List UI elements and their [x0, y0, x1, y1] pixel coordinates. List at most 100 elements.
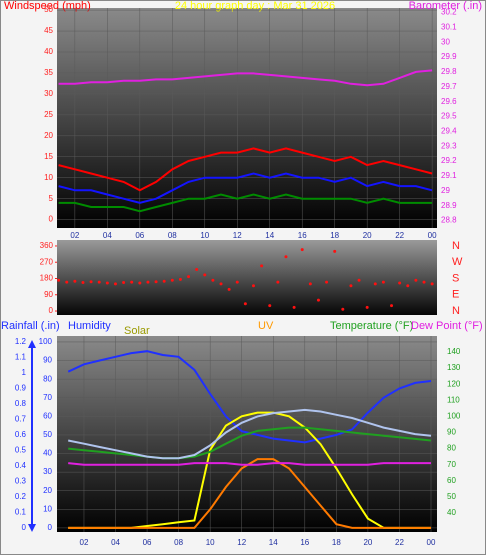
point	[406, 284, 410, 288]
y2-tick-label: W	[452, 256, 463, 268]
y2-tick-label: 29.2	[441, 156, 457, 165]
y-tick-label: 180	[40, 274, 54, 283]
x-tick-label: 00	[427, 538, 436, 547]
rain-axis-title: Rainfall (.in)	[1, 320, 60, 332]
y-tick-label: 0	[49, 215, 54, 224]
y3-tick-label: 1.1	[15, 353, 27, 362]
legend-label: Humidity	[68, 320, 111, 332]
y2-tick-label: 80	[447, 444, 456, 453]
point	[65, 280, 69, 284]
y2-tick-label: 70	[447, 460, 456, 469]
plot-area	[57, 8, 437, 228]
series-line	[68, 408, 432, 460]
point	[316, 298, 320, 302]
point	[146, 280, 150, 284]
point	[113, 282, 117, 286]
y3-tick-label: 1	[22, 368, 27, 377]
point	[381, 280, 385, 284]
y2-tick-label: N	[452, 240, 460, 252]
y2-tick-label: 29	[441, 186, 450, 195]
point	[414, 278, 418, 282]
y-tick-label: 40	[43, 449, 52, 458]
y2-tick-label: E	[452, 289, 459, 301]
y2-tick-label: 29.3	[441, 141, 457, 150]
y3-tick-label: 0.4	[15, 461, 27, 470]
y-tick-label: 80	[43, 374, 52, 383]
point	[276, 280, 280, 284]
y2-tick-label: 120	[447, 379, 461, 388]
y2-tick-label: 30.1	[441, 22, 457, 31]
y-tick-label: 30	[43, 467, 52, 476]
x-tick-label: 22	[395, 231, 404, 240]
point	[341, 307, 345, 311]
y3-tick-label: 0	[22, 523, 27, 532]
y2-tick-label: S	[452, 272, 459, 284]
y-tick-label: 360	[40, 241, 54, 250]
x-tick-label: 20	[363, 231, 372, 240]
point	[178, 277, 182, 281]
y3-tick-label: 0.5	[15, 446, 27, 455]
legend-label: Temperature (°F)	[330, 320, 413, 332]
point	[260, 264, 264, 268]
point	[235, 280, 239, 284]
x-tick-label: 12	[233, 231, 242, 240]
y-tick-label: 45	[44, 26, 53, 35]
point	[73, 279, 77, 283]
y-tick-label: 15	[44, 152, 53, 161]
point	[349, 284, 353, 288]
point	[300, 248, 304, 252]
point	[357, 278, 361, 282]
series-line	[58, 69, 433, 87]
x-tick-label: 06	[143, 538, 152, 547]
y-tick-label: 0	[49, 306, 54, 315]
y-tick-label: 70	[43, 393, 52, 402]
y2-tick-label: 29.4	[441, 126, 457, 135]
y2-tick-label: 29.7	[441, 82, 457, 91]
y-tick-label: 30	[44, 89, 53, 98]
point	[308, 282, 312, 286]
x-tick-label: 18	[332, 538, 341, 547]
y2-tick-label: 60	[447, 476, 456, 485]
y-tick-label: 100	[39, 337, 53, 346]
y2-tick-label: 29.5	[441, 112, 457, 121]
y3-tick-label: 0.7	[15, 415, 27, 424]
y-tick-label: 60	[43, 411, 52, 420]
y-axis-title: Windspeed (mph)	[4, 0, 91, 12]
y3-tick-label: 0.9	[15, 384, 27, 393]
point	[162, 279, 166, 283]
point	[430, 282, 434, 286]
y2-axis-title: Barometer (.in)	[409, 0, 482, 12]
series-line	[58, 172, 433, 204]
point	[97, 280, 101, 284]
y2-tick-label: 29.8	[441, 67, 457, 76]
point	[365, 305, 369, 309]
y-tick-label: 270	[40, 257, 54, 266]
x-tick-label: 22	[395, 538, 404, 547]
x-tick-label: 02	[70, 231, 79, 240]
y3-tick-label: 1.2	[15, 337, 27, 346]
y-tick-label: 10	[43, 504, 52, 513]
x-tick-label: 16	[298, 231, 307, 240]
x-tick-label: 02	[80, 538, 89, 547]
x-tick-label: 14	[269, 538, 278, 547]
series-line	[68, 426, 432, 460]
y2-tick-label: 29.6	[441, 97, 457, 106]
point	[154, 280, 158, 284]
point	[89, 280, 93, 284]
legend-label: Dew Point (°F)	[411, 320, 483, 332]
x-tick-label: 18	[330, 231, 339, 240]
x-tick-label: 14	[265, 231, 274, 240]
y2-tick-label: 50	[447, 492, 456, 501]
y3-tick-label: 0.8	[15, 399, 27, 408]
chart-title: 24 hour graph day : Mar 31 2026	[175, 0, 335, 12]
y-tick-label: 90	[43, 356, 52, 365]
point	[122, 280, 126, 284]
legend-label: UV	[258, 320, 274, 332]
point	[292, 305, 296, 309]
y3-tick-label: 0.6	[15, 430, 27, 439]
y2-tick-label: 29.1	[441, 171, 457, 180]
point	[138, 281, 142, 285]
x-tick-label: 16	[300, 538, 309, 547]
x-tick-label: 12	[237, 538, 246, 547]
y-tick-label: 0	[48, 523, 53, 532]
